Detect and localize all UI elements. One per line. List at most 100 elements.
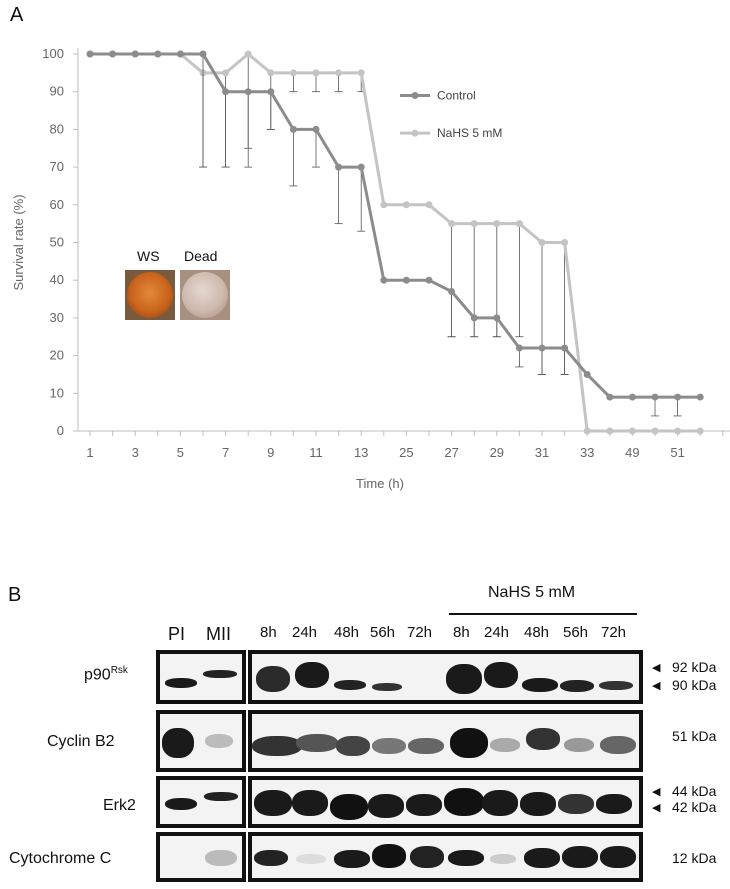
lane-label: 72h <box>407 624 433 641</box>
data-point <box>357 163 365 171</box>
data-point <box>222 69 230 77</box>
data-point <box>493 314 501 322</box>
y-tick-label: 40 <box>50 272 64 287</box>
band <box>410 846 444 868</box>
data-point <box>244 50 252 58</box>
band <box>334 680 366 690</box>
y-tick-label: 0 <box>57 423 64 438</box>
band <box>295 662 329 688</box>
band <box>526 728 560 750</box>
series-line-control <box>90 52 701 399</box>
x-tick-label: 11 <box>309 445 323 460</box>
dead-label: Dead <box>184 248 218 264</box>
band <box>252 736 302 756</box>
band <box>562 846 598 868</box>
data-point <box>470 220 478 228</box>
band <box>599 681 633 690</box>
x-tick-label: 31 <box>535 445 549 460</box>
band <box>520 792 556 816</box>
data-point <box>561 344 569 352</box>
y-tick-label: 50 <box>50 235 64 250</box>
band <box>254 850 288 866</box>
data-point <box>425 201 433 209</box>
kda-label: 44 kDa <box>672 783 717 799</box>
band <box>490 738 520 752</box>
band <box>482 790 518 816</box>
y-axis-label: Survival rate (%) <box>11 194 26 290</box>
kda-label: 51 kDa <box>672 728 717 744</box>
kda-label: 90 kDa <box>672 677 717 693</box>
marker-arrow-icon: ◀ <box>652 786 661 798</box>
x-tick-label: 5 <box>177 445 184 460</box>
panel-b-label: B <box>8 584 22 606</box>
band <box>203 670 237 678</box>
band <box>292 790 328 816</box>
band <box>296 734 338 752</box>
legend-label: Control <box>437 88 476 102</box>
data-point <box>674 427 682 435</box>
band <box>162 728 194 758</box>
band <box>336 736 370 756</box>
data-point <box>583 427 591 435</box>
band <box>484 662 518 688</box>
data-point <box>628 427 636 435</box>
x-axis-label: Time (h) <box>356 476 404 491</box>
blot-box <box>156 832 246 882</box>
lane-label: 48h <box>334 624 360 641</box>
data-point <box>628 393 636 401</box>
data-point <box>606 427 614 435</box>
kda-label: 12 kDa <box>672 850 717 866</box>
row-label-erk2: Erk2 <box>103 797 136 814</box>
data-point <box>538 344 546 352</box>
y-tick-label: 30 <box>50 310 64 325</box>
data-point <box>176 50 184 58</box>
data-point <box>583 370 591 378</box>
data-point <box>561 239 569 246</box>
data-point <box>335 69 343 77</box>
data-point <box>289 69 297 77</box>
data-point <box>86 50 94 58</box>
x-tick-label: 51 <box>670 445 684 460</box>
series-line-nahs <box>90 52 701 433</box>
band <box>446 664 482 694</box>
x-tick-label: 13 <box>354 445 368 460</box>
data-point <box>199 50 207 58</box>
y-tick-label: 80 <box>50 121 64 136</box>
band <box>444 788 484 816</box>
band <box>564 738 594 752</box>
x-tick-label: 29 <box>490 445 504 460</box>
data-point <box>131 50 139 58</box>
data-point <box>222 88 230 96</box>
x-tick-label: 3 <box>132 445 139 460</box>
data-point <box>402 276 410 284</box>
lane-label: 48h <box>524 624 550 641</box>
lane-label: PI <box>168 624 186 644</box>
y-tick-label: 10 <box>50 385 64 400</box>
y-tick-label: 100 <box>42 46 64 61</box>
data-point <box>696 393 704 401</box>
row-label-cyclin-b2: Cyclin B2 <box>47 733 115 750</box>
band <box>600 736 636 754</box>
data-point <box>402 201 410 209</box>
band <box>368 794 404 818</box>
blot-box <box>156 650 246 704</box>
ws-label: WS <box>137 248 160 264</box>
y-tick-label: 60 <box>50 197 64 212</box>
y-tick-label: 90 <box>50 84 64 99</box>
treatment-label: NaHS 5 mM <box>488 584 576 601</box>
legend-marker <box>411 129 419 137</box>
data-point <box>312 125 320 133</box>
data-point <box>674 393 682 401</box>
kda-label: 42 kDa <box>672 799 717 815</box>
x-tick-label: 27 <box>444 445 458 460</box>
data-point <box>312 69 320 77</box>
lane-label: 56h <box>563 624 589 641</box>
band <box>372 738 406 754</box>
kda-label: 92 kDa <box>672 659 717 675</box>
marker-arrow-icon: ◀ <box>652 662 661 674</box>
band <box>330 794 368 820</box>
data-point <box>515 220 523 228</box>
data-point <box>380 201 388 209</box>
band <box>165 678 197 688</box>
